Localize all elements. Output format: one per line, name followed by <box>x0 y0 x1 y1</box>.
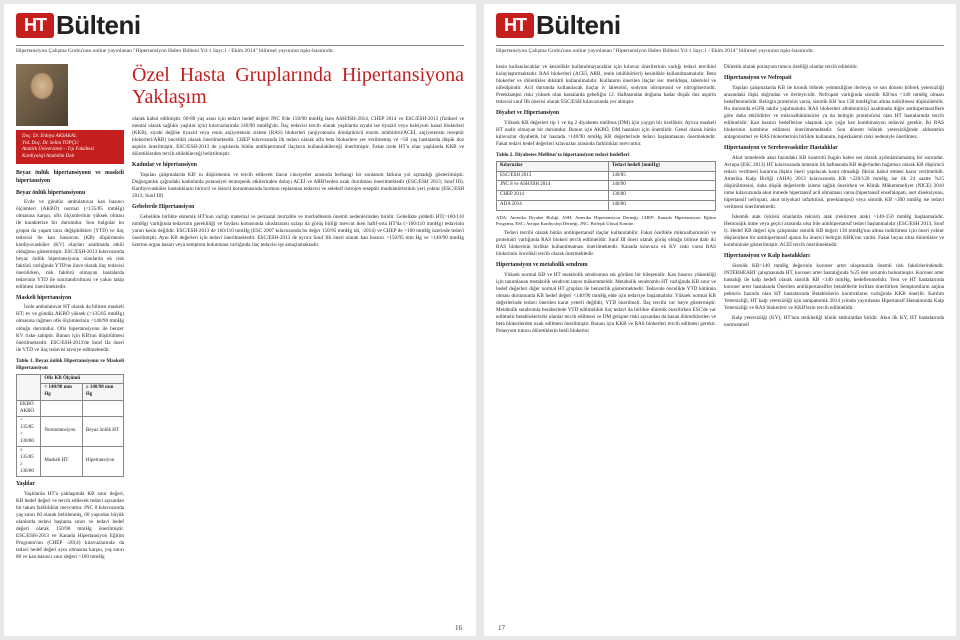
body-text: Yaşlılarda HT'a yaklaşımda KB sınır değe… <box>16 491 124 561</box>
table-cell: ESC/ESH 2013 <box>497 171 609 181</box>
table-cell: 140/80 <box>608 200 715 210</box>
table-cell: 140/85 <box>608 171 715 181</box>
brand-name: Bülteni <box>56 10 141 41</box>
table-cell: EKBÖ AKBÖ <box>17 400 41 417</box>
table-cell: 140/90 <box>608 181 715 191</box>
section-heading: Hipertansiyon ve Nefropati <box>724 75 944 83</box>
table-cell: JNC 8 ve ASH/ISH 2014 <box>497 181 609 191</box>
table-caption: Tablo 2. Diyabetes Mellitus'ta hipertans… <box>496 152 716 159</box>
table-header: Tedavi hedefi (mmHg) <box>608 161 715 171</box>
table-header: < 140/90 mm Hg <box>41 384 83 401</box>
subheader: Hipertansiyon Çalışma Grubu'nun online y… <box>484 46 956 58</box>
body-text: Yapılan çalışmalarda KB ile kronik böbre… <box>724 85 944 141</box>
table-cell: ≥ 135/85 ≥ 130/80 <box>17 447 41 477</box>
content-right: kesin kullanılacaklar ve kesinlikle kull… <box>484 58 956 338</box>
table-note: ADA; Amerika Diyabet Birliği, ASH; Ameri… <box>496 215 716 227</box>
section-heading: Diyabet ve Hipertansiyon <box>496 110 716 118</box>
body-text: kesin kullanılacaklar ve kesinlikle kull… <box>496 64 716 106</box>
table-header: ≥ 140/90 mm Hg <box>82 384 123 401</box>
table-cell: Maskeli HT <box>41 447 83 477</box>
col-left-2: Özel Hasta Gruplarında Hipertansiyona Ya… <box>132 64 464 564</box>
section-heading: Gebelerde Hipertansiyon <box>132 204 464 212</box>
section-heading: Hipertansiyon ve Serebrovasküler Hastalı… <box>724 145 944 153</box>
table-cell: Hipertansiyon <box>82 447 123 477</box>
body-text: Yapılan çalışmalarda KB' nı düşürmenin v… <box>132 172 464 200</box>
page-number: 17 <box>498 624 505 632</box>
table-cell: Normotansiyon <box>41 417 83 447</box>
table-cell: 130/80 <box>608 191 715 201</box>
body-text: Kalp yetersizliği (KY), HT'nun tetikledi… <box>724 315 944 329</box>
table-header <box>17 374 41 400</box>
table-header: Kılavuzlar <box>497 161 609 171</box>
subheader: Hipertansiyon Çalışma Grubu'nun online y… <box>4 46 476 58</box>
table-cell: ADA 2014 <box>497 200 609 210</box>
col-right-2: Diüretik olarak potasyum tutucu özelliği… <box>724 64 944 338</box>
table-caption: Tablo 1. Beyaz önlük Hipertansiyonu ve M… <box>16 358 124 372</box>
col-right-1: kesin kullanılacaklar ve kesinlikle kull… <box>496 64 716 338</box>
body-text: olarak kabul edilmiştir. 60-80 yaş arası… <box>132 116 464 158</box>
body-text: Yüksek normal KB ve HT metabolik sendrom… <box>496 272 716 335</box>
content-left: Doç. Dr. Enbiya AKSAKAL Yrd. Doç. Dr. Se… <box>4 58 476 564</box>
table-cell <box>82 400 123 417</box>
section-heading: Beyaz önlük hipertansiyonu ve maskeli hi… <box>16 170 124 186</box>
body-text: Tedavi tercihi olarak bütün antihipertan… <box>496 230 716 258</box>
body-text: Evde ve gündüz ambulatuvar kan basıncı ö… <box>16 199 124 290</box>
body-text: Diüretik olarak potasyum tutucu özelliği… <box>724 64 944 71</box>
body-text: İskemik atak öyküsü olanlarda tekrarlı a… <box>724 214 944 249</box>
section-heading: Yaşlılar <box>16 481 124 489</box>
body-text: Yüksek KB değerleri tip 1 ve tip 2 diyab… <box>496 120 716 148</box>
col-left-1: Doç. Dr. Enbiya AKSAKAL Yrd. Doç. Dr. Se… <box>16 64 124 564</box>
section-heading: Hipertansiyon ve Kalp hastalıkları <box>724 253 944 261</box>
section-subheading: Beyaz önlük hipertansiyonu <box>16 190 124 198</box>
table-cell: CHEP 2014 <box>497 191 609 201</box>
table-cell <box>41 400 83 417</box>
body-text: İzole ambulatuvar HT olarak da bilinen m… <box>16 304 124 353</box>
brand-logo: HT <box>496 13 534 38</box>
page-right: HT Bülteni Hipertansiyon Çalışma Grubu'n… <box>484 4 956 636</box>
section-heading: Kadınlar ve hipertansiyon <box>132 162 464 170</box>
section-heading: Maskeli hipertansiyon <box>16 295 124 303</box>
body-text: Sistolik KB>140 mmHg değerinin koroner a… <box>724 263 944 312</box>
table-2: Kılavuzlar Tedavi hedefi (mmHg) ESC/ESH … <box>496 161 716 211</box>
brand-name: Bülteni <box>536 10 621 41</box>
section-heading: Hipertansiyon ve metabolik sendrom <box>496 262 716 270</box>
author-photo <box>16 64 68 126</box>
table-cell: < 135/85 < 130/80 <box>17 417 41 447</box>
body-text: Akut inmelerde akut fazındaki KB kontrol… <box>724 155 944 211</box>
masthead: HT Bülteni <box>484 4 956 43</box>
article-title: Özel Hasta Gruplarında Hipertansiyona Ya… <box>132 64 464 108</box>
masthead: HT Bülteni <box>4 4 476 43</box>
table-header: Ofis KB Ölçümü <box>41 374 124 384</box>
brand-logo: HT <box>16 13 54 38</box>
table-cell: Beyaz önlük HT <box>82 417 123 447</box>
table-1: Ofis KB Ölçümü < 140/90 mm Hg ≥ 140/90 m… <box>16 374 124 478</box>
author-line: Kardiyoloji Anabilim Dalı <box>22 154 118 161</box>
page-number: 16 <box>455 624 462 632</box>
page-left: HT Bülteni Hipertansiyon Çalışma Grubu'n… <box>4 4 476 636</box>
body-text: Gebelikle birlikte sistemik HT'nun varlı… <box>132 214 464 249</box>
author-box: Doç. Dr. Enbiya AKSAKAL Yrd. Doç. Dr. Se… <box>16 130 124 164</box>
